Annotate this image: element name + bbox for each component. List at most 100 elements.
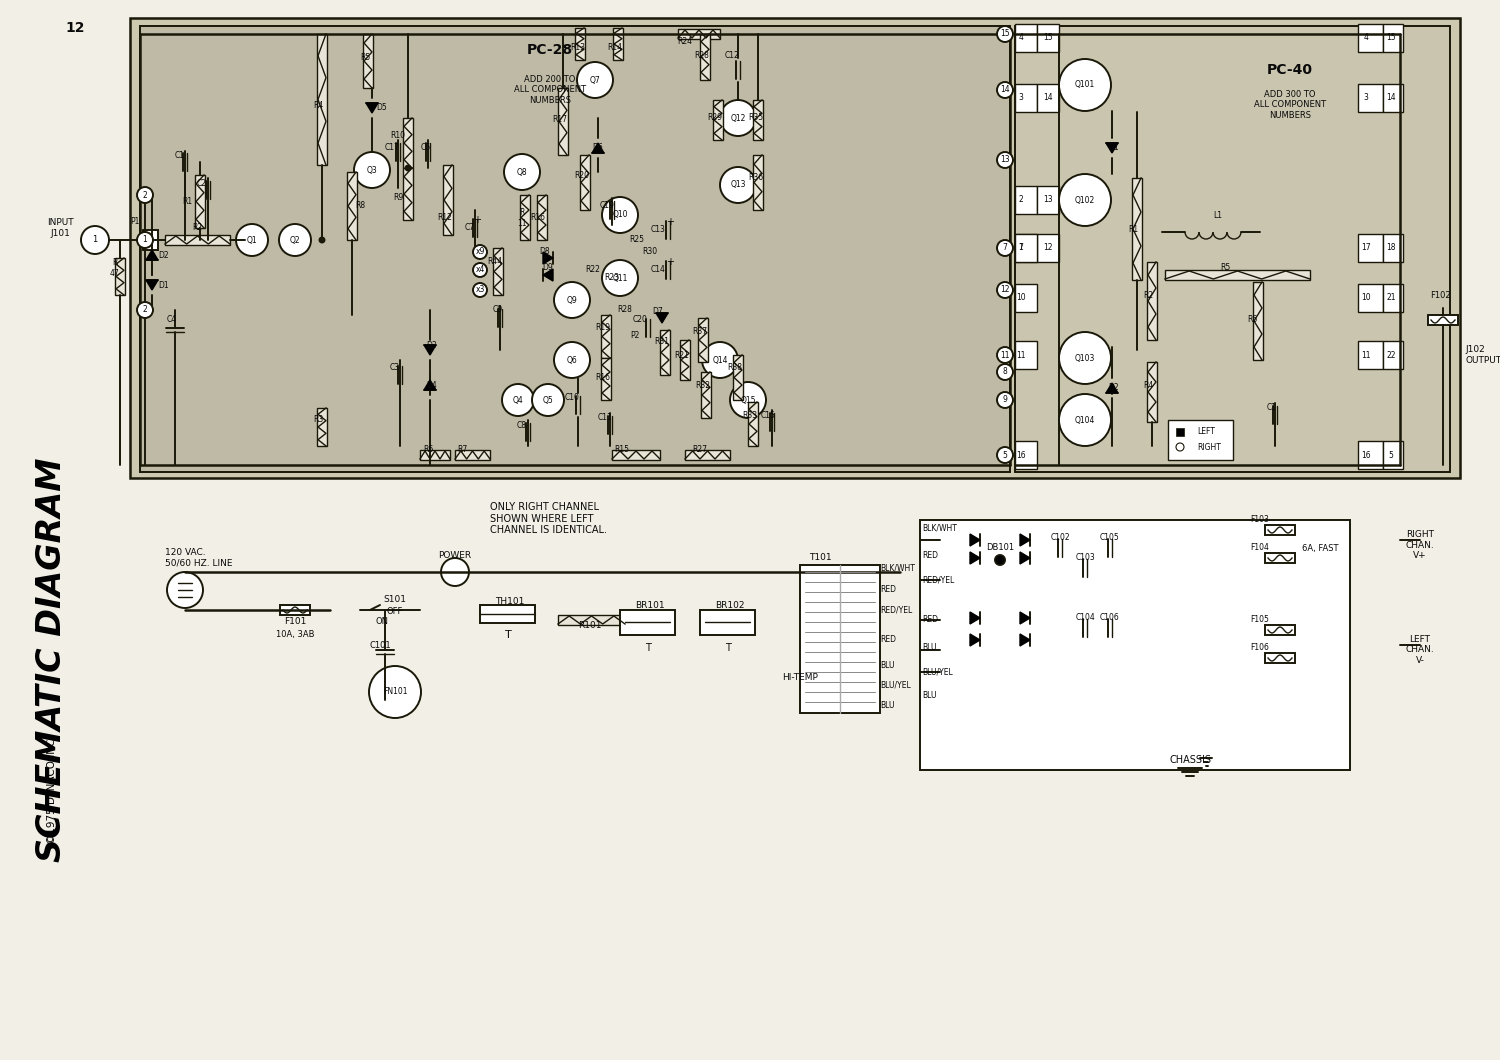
Text: x3: x3	[476, 285, 484, 295]
Circle shape	[554, 282, 590, 318]
Bar	[1016, 84, 1036, 112]
Bar	[920, 520, 1350, 770]
Text: 12: 12	[1044, 244, 1053, 252]
Bar	[363, 34, 374, 88]
Circle shape	[998, 240, 1012, 257]
Text: BLK/WHT: BLK/WHT	[880, 564, 915, 572]
Circle shape	[136, 232, 153, 248]
Text: BLU: BLU	[880, 660, 894, 670]
Bar	[558, 615, 626, 625]
Text: R27: R27	[693, 445, 708, 455]
Text: C17: C17	[384, 143, 399, 153]
Bar	[660, 330, 670, 375]
Text: R21: R21	[675, 351, 690, 359]
Text: R15: R15	[615, 445, 630, 455]
Text: 8: 8	[1002, 368, 1008, 376]
Text: INPUT
J101: INPUT J101	[46, 218, 74, 237]
Circle shape	[279, 224, 310, 257]
Bar	[140, 26, 1010, 472]
Text: C2: C2	[196, 178, 207, 188]
Circle shape	[1059, 332, 1112, 384]
Text: 120 VAC.
50/60 HZ. LINE: 120 VAC. 50/60 HZ. LINE	[165, 548, 232, 567]
Text: 18: 18	[1386, 244, 1395, 252]
Text: RED/YEL: RED/YEL	[880, 605, 912, 615]
Text: D4: D4	[426, 381, 436, 389]
Text: T101: T101	[808, 553, 831, 563]
Text: R6: R6	[423, 445, 433, 455]
Text: D2: D2	[158, 250, 168, 260]
Polygon shape	[543, 252, 554, 264]
Text: RED/YEL: RED/YEL	[922, 576, 954, 584]
Text: BLU: BLU	[922, 643, 936, 653]
Circle shape	[602, 260, 638, 296]
Text: R7: R7	[458, 445, 466, 455]
Text: C7: C7	[465, 224, 476, 232]
Text: SCHEMATIC DIAGRAM: SCHEMATIC DIAGRAM	[36, 458, 69, 862]
Bar	[1176, 428, 1184, 436]
Text: PC-28: PC-28	[526, 43, 573, 57]
Text: D7: D7	[652, 307, 663, 317]
Bar	[1264, 525, 1294, 535]
Text: 12: 12	[1000, 285, 1010, 295]
Bar	[1016, 24, 1036, 52]
Bar	[346, 172, 357, 240]
Bar	[420, 450, 450, 460]
Text: OFF: OFF	[387, 607, 404, 617]
Bar	[753, 155, 764, 210]
Circle shape	[720, 167, 756, 204]
Text: R1: R1	[1128, 226, 1138, 234]
Text: R3: R3	[314, 416, 322, 424]
Circle shape	[998, 447, 1012, 463]
Circle shape	[994, 555, 1005, 565]
Text: F103: F103	[1251, 515, 1269, 525]
Bar	[116, 258, 124, 295]
Text: Q4: Q4	[513, 395, 523, 405]
Text: 17: 17	[1360, 244, 1371, 252]
Text: RED: RED	[922, 616, 938, 624]
Polygon shape	[592, 143, 604, 153]
Text: TH101: TH101	[495, 598, 525, 606]
Bar	[1383, 441, 1402, 469]
Bar	[734, 355, 742, 400]
Text: Q11: Q11	[612, 273, 627, 283]
Text: R10: R10	[390, 130, 405, 140]
Polygon shape	[366, 103, 378, 113]
Text: R37: R37	[693, 328, 708, 336]
Bar	[1264, 653, 1294, 662]
Bar	[686, 450, 730, 460]
Text: PC-40: PC-40	[1268, 63, 1312, 77]
Bar	[454, 450, 490, 460]
Bar	[1383, 84, 1402, 112]
Circle shape	[998, 392, 1012, 408]
Circle shape	[354, 152, 390, 188]
Text: 14: 14	[1000, 86, 1010, 94]
Text: 12: 12	[66, 21, 84, 35]
Bar	[1016, 441, 1036, 469]
Text: C11: C11	[597, 413, 612, 423]
Bar	[1016, 234, 1036, 262]
Text: BLU: BLU	[880, 701, 894, 709]
Bar	[680, 340, 690, 379]
Circle shape	[503, 384, 534, 416]
Text: R36: R36	[748, 174, 764, 182]
Text: 11: 11	[1017, 351, 1026, 359]
Text: ©1975 DYNACO INC.: ©1975 DYNACO INC.	[46, 736, 57, 845]
Text: Q13: Q13	[730, 180, 746, 190]
Text: 15: 15	[1000, 30, 1010, 38]
Bar	[1358, 341, 1383, 369]
Bar	[1358, 234, 1383, 262]
Bar	[602, 315, 610, 358]
Circle shape	[504, 154, 540, 190]
Polygon shape	[970, 534, 980, 546]
Circle shape	[472, 263, 488, 277]
Text: 2: 2	[142, 305, 147, 315]
Text: Q8: Q8	[516, 167, 528, 177]
Bar	[612, 450, 660, 460]
Text: C14: C14	[651, 265, 666, 275]
Text: 4: 4	[1019, 34, 1023, 42]
Text: FN101: FN101	[382, 688, 406, 696]
Text: F104: F104	[1251, 544, 1269, 552]
Circle shape	[405, 165, 411, 171]
Text: 15: 15	[1386, 34, 1396, 42]
Bar	[442, 165, 453, 235]
